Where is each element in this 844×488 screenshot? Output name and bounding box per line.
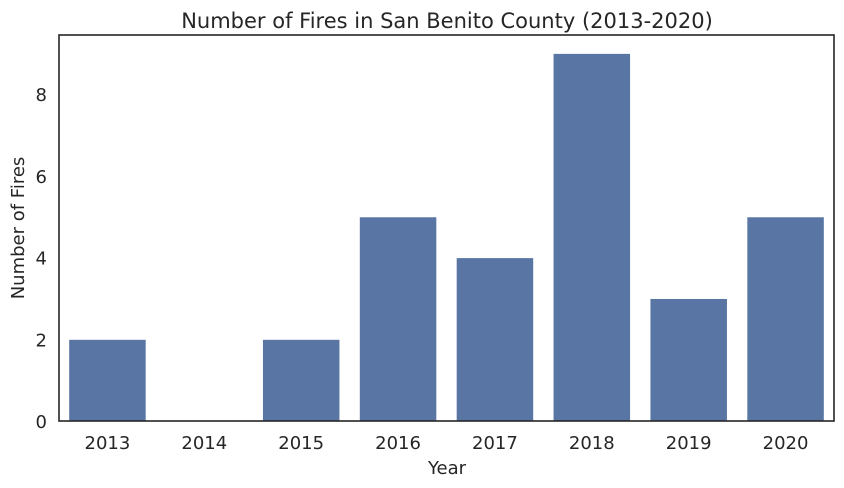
bar-2019 [649, 297, 728, 422]
x-tick-label: 2019 [666, 433, 712, 454]
bars-group [68, 52, 825, 422]
y-axis-label: Number of Fires [8, 157, 29, 300]
x-tick-label: 2014 [181, 433, 227, 454]
x-tick-label: 2015 [278, 433, 324, 454]
x-tick-label: 2018 [569, 433, 615, 454]
x-axis-label: Year [427, 458, 467, 479]
bar-2015 [261, 338, 341, 422]
x-axis-ticks: 2013 2014 2015 2016 2017 2018 2019 2020 [85, 433, 809, 454]
x-tick-label: 2016 [375, 433, 421, 454]
chart-title: Number of Fires in San Benito County (20… [181, 9, 713, 33]
y-tick-label: 8 [36, 85, 47, 106]
x-tick-label: 2017 [472, 433, 518, 454]
x-tick-label: 2013 [85, 433, 131, 454]
bar-2018 [552, 52, 632, 422]
y-tick-label: 4 [36, 249, 47, 270]
bar-2013 [68, 338, 147, 422]
plot-frame [58, 34, 835, 422]
bar-2017 [455, 257, 535, 422]
bar-2020 [746, 216, 825, 422]
y-tick-label: 0 [36, 412, 47, 433]
x-tick-label: 2020 [763, 433, 809, 454]
bar-2016 [358, 216, 438, 422]
y-axis-ticks: 0 2 4 6 8 [36, 85, 47, 433]
y-tick-label: 6 [36, 167, 47, 188]
y-tick-label: 2 [36, 330, 47, 351]
